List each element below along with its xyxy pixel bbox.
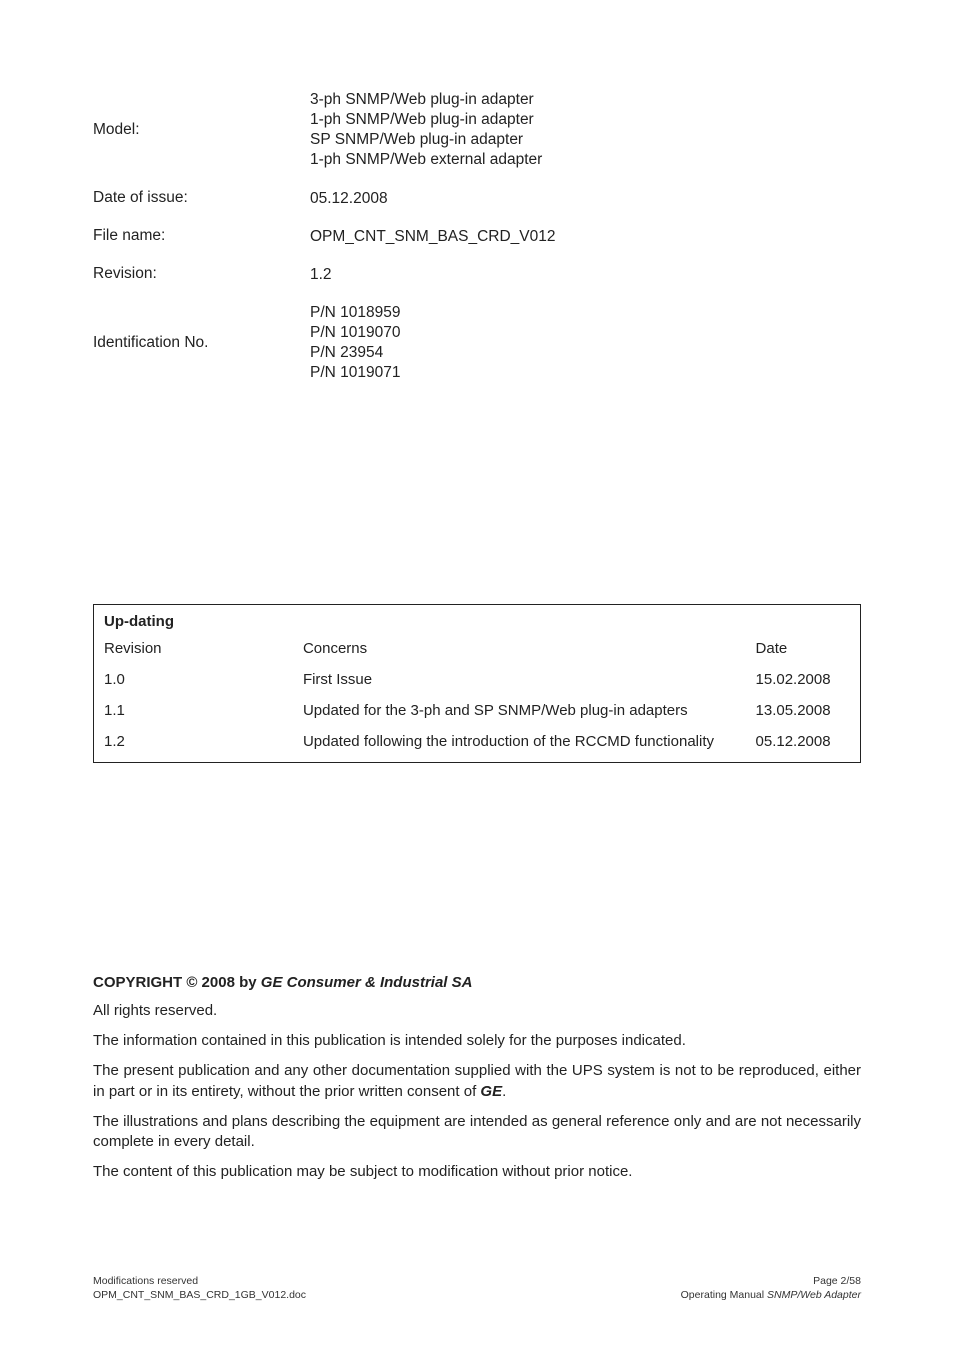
copyright-p3: The present publication and any other do… — [93, 1061, 861, 1102]
updating-title: Up-dating — [104, 613, 850, 630]
meta-label: Date of issue: — [93, 189, 310, 209]
updating-cell-revision: 1.2 — [104, 733, 303, 750]
copyright-prefix: COPYRIGHT © 2008 by — [93, 974, 261, 991]
footer-left-line1: Modifications reserved — [93, 1274, 306, 1288]
footer-right: Page 2/58 Operating Manual SNMP/Web Adap… — [681, 1274, 861, 1302]
copyright-p1: All rights reserved. — [93, 1001, 861, 1021]
updating-cell-revision: 1.0 — [104, 671, 303, 688]
footer-right-line1: Page 2/58 — [681, 1274, 861, 1288]
meta-value-line: 1-ph SNMP/Web external adapter — [310, 150, 542, 170]
meta-row: Model:3-ph SNMP/Web plug-in adapter1-ph … — [93, 90, 861, 171]
updating-header-concerns: Concerns — [303, 640, 756, 657]
updating-cell-date: 05.12.2008 — [756, 733, 851, 750]
meta-label: Model: — [93, 121, 310, 139]
meta-row: Identification No.P/N 1018959P/N 1019070… — [93, 303, 861, 384]
footer-right-line2b: SNMP/Web Adapter — [767, 1289, 861, 1301]
updating-box: Up-dating Revision Concerns Date 1.0Firs… — [93, 604, 861, 763]
meta-value-line: 1.2 — [310, 265, 332, 285]
copyright-company: GE Consumer & Industrial SA — [261, 974, 473, 991]
copyright-p4: The illustrations and plans describing t… — [93, 1112, 861, 1153]
meta-table: Model:3-ph SNMP/Web plug-in adapter1-ph … — [93, 90, 861, 384]
footer-right-line2: Operating Manual SNMP/Web Adapter — [681, 1288, 861, 1302]
meta-value: 1.2 — [310, 265, 332, 285]
meta-value-line: 05.12.2008 — [310, 189, 388, 209]
meta-value: P/N 1018959P/N 1019070P/N 23954P/N 10190… — [310, 303, 401, 384]
meta-value: OPM_CNT_SNM_BAS_CRD_V012 — [310, 227, 556, 247]
meta-label: Identification No. — [93, 334, 310, 352]
updating-row: 1.1Updated for the 3-ph and SP SNMP/Web … — [104, 702, 850, 719]
copyright-p5: The content of this publication may be s… — [93, 1162, 861, 1182]
meta-value-line: SP SNMP/Web plug-in adapter — [310, 130, 542, 150]
copyright-p2: The information contained in this public… — [93, 1031, 861, 1051]
updating-row: 1.2Updated following the introduction of… — [104, 733, 850, 750]
meta-value-line: OPM_CNT_SNM_BAS_CRD_V012 — [310, 227, 556, 247]
meta-value: 3-ph SNMP/Web plug-in adapter1-ph SNMP/W… — [310, 90, 542, 171]
meta-row: Revision:1.2 — [93, 265, 861, 285]
meta-row: File name:OPM_CNT_SNM_BAS_CRD_V012 — [93, 227, 861, 247]
updating-header-row: Revision Concerns Date — [104, 640, 850, 657]
copyright-p3a: The present publication and any other do… — [93, 1062, 861, 1099]
meta-value-line: P/N 1019071 — [310, 363, 401, 383]
footer-right-line2a: Operating Manual — [681, 1289, 767, 1301]
meta-label: File name: — [93, 227, 310, 247]
copyright-p3c: . — [502, 1083, 506, 1100]
updating-cell-revision: 1.1 — [104, 702, 303, 719]
meta-value: 05.12.2008 — [310, 189, 388, 209]
updating-cell-concerns: Updated following the introduction of th… — [303, 733, 756, 750]
copyright-title: COPYRIGHT © 2008 by GE Consumer & Indust… — [93, 973, 861, 993]
updating-cell-concerns: First Issue — [303, 671, 756, 688]
meta-value-line: 1-ph SNMP/Web plug-in adapter — [310, 110, 542, 130]
updating-cell-concerns: Updated for the 3-ph and SP SNMP/Web plu… — [303, 702, 756, 719]
meta-value-line: P/N 1018959 — [310, 303, 401, 323]
meta-value-line: P/N 23954 — [310, 343, 401, 363]
meta-value-line: P/N 1019070 — [310, 323, 401, 343]
copyright-p3b: GE — [480, 1083, 502, 1100]
updating-header-revision: Revision — [104, 640, 303, 657]
meta-value-line: 3-ph SNMP/Web plug-in adapter — [310, 90, 542, 110]
updating-header-date: Date — [756, 640, 851, 657]
updating-cell-date: 15.02.2008 — [756, 671, 851, 688]
updating-row: 1.0First Issue15.02.2008 — [104, 671, 850, 688]
updating-cell-date: 13.05.2008 — [756, 702, 851, 719]
footer-left: Modifications reserved OPM_CNT_SNM_BAS_C… — [93, 1274, 306, 1302]
meta-label: Revision: — [93, 265, 310, 285]
meta-row: Date of issue:05.12.2008 — [93, 189, 861, 209]
footer-left-line2: OPM_CNT_SNM_BAS_CRD_1GB_V012.doc — [93, 1288, 306, 1302]
copyright-block: COPYRIGHT © 2008 by GE Consumer & Indust… — [93, 973, 861, 1183]
page-footer: Modifications reserved OPM_CNT_SNM_BAS_C… — [93, 1274, 861, 1302]
